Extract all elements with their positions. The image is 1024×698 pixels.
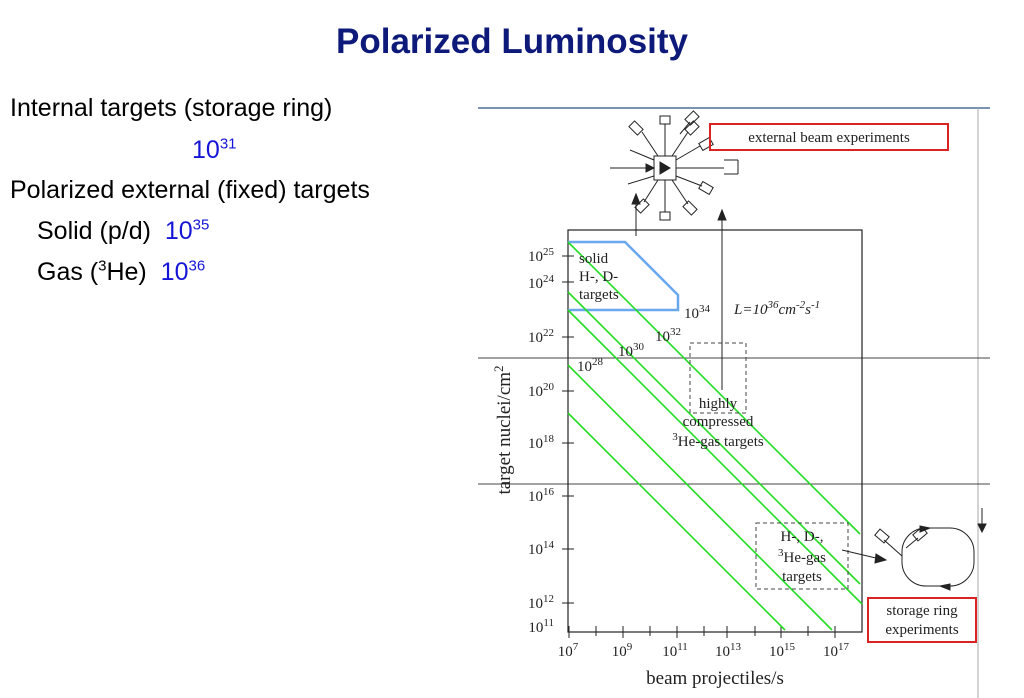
gas-targets-row: Gas (3He) 1036 [37, 258, 205, 287]
y-tick-label: 1016 [528, 486, 555, 505]
y-tick-label: 1025 [528, 246, 555, 265]
gas-prefix: Gas ( [37, 258, 99, 286]
storage-ring-icon [874, 508, 987, 591]
luminosity-label-30: 1030 [618, 341, 645, 360]
compressed-gas-box [689, 342, 747, 414]
luminosity-diagram: 1025 1024 1022 1020 1018 1016 1014 1012 … [478, 107, 990, 698]
internal-targets-text: Internal targets (storage ring) [10, 94, 333, 122]
internal-gas-box [755, 522, 849, 590]
external-target-icon [610, 110, 739, 221]
y-tick-label: 1024 [528, 273, 555, 292]
compressed-box-line: 3He-gas targets [672, 431, 764, 450]
x-tick-label: 1015 [769, 641, 796, 660]
x-tick-label: 1013 [715, 641, 742, 660]
storage-ring-label-line1: storage ring [886, 603, 958, 619]
compressed-box-line: highly [699, 396, 738, 412]
x-tick-label: 1017 [823, 641, 850, 660]
x-tick-label: 1011 [662, 641, 688, 660]
solid-target-region [568, 240, 680, 312]
y-tick-label: 1018 [528, 433, 555, 452]
page-title: Polarized Luminosity [336, 22, 688, 61]
solid-box-line: H-, D- [579, 269, 618, 285]
gas-luminosity-exp: 36 [188, 257, 206, 275]
plot-frame [567, 229, 863, 633]
y-tick-label: 1012 [528, 593, 554, 612]
solid-targets-row: Solid (p/d) 1035 [37, 217, 209, 246]
luminosity-line-1e36 [567, 241, 861, 535]
y-tick-label: 1020 [528, 381, 555, 400]
external-beam-label: external beam experiments [748, 130, 910, 146]
luminosity-label-28: 1028 [577, 356, 604, 375]
gas-suffix: He) [106, 258, 147, 286]
y-ticks [562, 255, 574, 604]
solid-luminosity-exp: 35 [192, 216, 210, 234]
y-tick-label: 1014 [528, 539, 555, 558]
x-tick-label: 107 [558, 641, 579, 660]
internal-box-line: targets [782, 569, 822, 585]
luminosity-label-34: 1034 [684, 303, 711, 322]
compressed-box-line: compressed [683, 414, 754, 430]
y-axis-label: target nuclei/cm2 [491, 365, 515, 494]
luminosity-line-1e28 [567, 412, 786, 631]
x-axis-label: beam projectiles/s [646, 668, 784, 689]
internal-luminosity-exp: 31 [219, 135, 237, 153]
external-targets-text: Polarized external (fixed) targets [10, 176, 370, 204]
internal-luminosity: 1031 [192, 136, 237, 165]
solid-label: Solid (p/d) [37, 217, 151, 245]
internal-luminosity-base: 10 [192, 136, 220, 164]
arrow-line [841, 549, 881, 560]
x-tick-label: 109 [612, 641, 633, 660]
arrow-head [874, 553, 888, 564]
y-tick-label: 1022 [528, 327, 554, 346]
luminosity-label-32: 1032 [655, 326, 681, 345]
x-ticks [568, 626, 836, 638]
external-beam-label-box [709, 123, 949, 151]
luminosity-line-1e30 [567, 364, 833, 631]
arrow-head [631, 192, 641, 205]
gas-luminosity-base: 10 [160, 258, 189, 286]
internal-box-line: H-, D-, [781, 529, 824, 545]
internal-box-line: 3He-gas [778, 547, 826, 566]
storage-ring-label-line2: experiments [885, 622, 958, 638]
luminosity-line-1e32 [567, 309, 863, 605]
arrow-head [717, 208, 727, 221]
gas-sup: 3 [98, 257, 107, 275]
luminosity-formula: L=1036cm-2s-1 [733, 299, 820, 318]
y-tick-label: 1011 [528, 617, 554, 636]
solid-box-line: solid [579, 251, 609, 267]
solid-luminosity-base: 10 [164, 217, 193, 245]
solid-box-line: targets [579, 287, 619, 303]
luminosity-line-1e34 [567, 291, 861, 585]
storage-ring-label-box [867, 597, 977, 643]
